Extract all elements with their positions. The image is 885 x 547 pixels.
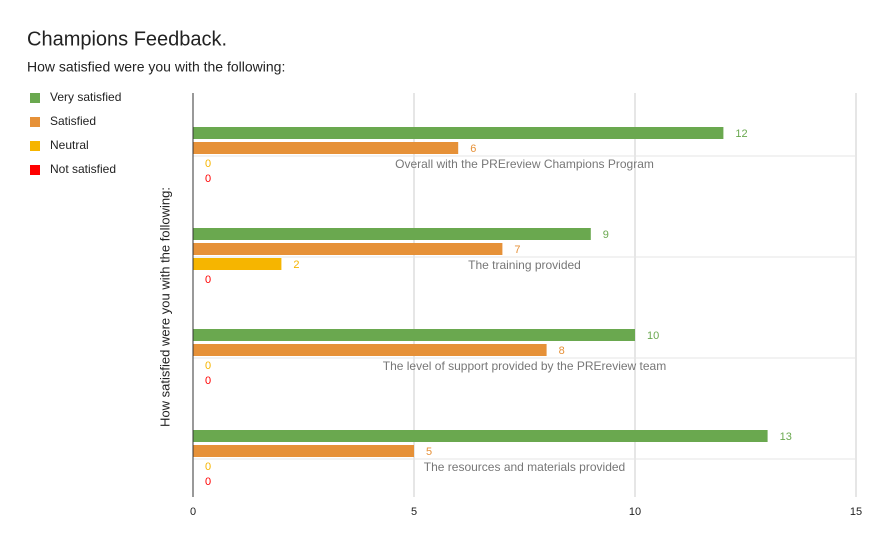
data-label: 0 <box>205 158 211 170</box>
bar <box>193 445 414 457</box>
bar <box>193 430 768 442</box>
bar <box>193 344 547 356</box>
data-label: 0 <box>205 461 211 473</box>
data-label: 2 <box>293 259 299 271</box>
x-tick-label: 10 <box>629 506 641 518</box>
legend-label: Very satisfied <box>50 90 121 104</box>
bar <box>193 228 591 240</box>
legend-swatch <box>30 117 40 127</box>
chart-subtitle: How satisfied were you with the followin… <box>27 59 285 75</box>
data-label: 0 <box>205 274 211 286</box>
legend-swatch <box>30 165 40 175</box>
legend-label: Not satisfied <box>50 162 116 176</box>
data-label: 12 <box>735 128 747 140</box>
bar <box>193 142 459 154</box>
category-label: The training provided <box>468 258 581 272</box>
data-label: 5 <box>426 446 432 458</box>
data-label: 9 <box>603 229 609 241</box>
data-label: 8 <box>559 345 565 357</box>
x-tick-label: 0 <box>190 506 196 518</box>
category-label: The resources and materials provided <box>424 460 625 474</box>
x-tick-label: 5 <box>411 506 417 518</box>
legend-swatch <box>30 93 40 103</box>
x-tick-label: 15 <box>850 506 862 518</box>
data-label: 7 <box>514 244 520 256</box>
data-label: 0 <box>205 173 211 185</box>
data-label: 6 <box>470 143 476 155</box>
data-label: 0 <box>205 375 211 387</box>
data-label: 0 <box>205 360 211 372</box>
y-axis-title: How satisfied were you with the followin… <box>157 187 172 427</box>
bar <box>193 258 282 270</box>
chart-title: Champions Feedback. <box>27 28 227 50</box>
legend-swatch <box>30 141 40 151</box>
bar <box>193 243 503 255</box>
data-label: 0 <box>205 476 211 488</box>
legend-label: Satisfied <box>50 114 96 128</box>
data-label: 10 <box>647 330 659 342</box>
category-label: Overall with the PREreview Champions Pro… <box>395 157 654 171</box>
data-label: 13 <box>780 431 792 443</box>
legend-label: Neutral <box>50 138 89 152</box>
bar <box>193 329 635 341</box>
category-label: The level of support provided by the PRE… <box>383 359 666 373</box>
bar <box>193 127 724 139</box>
